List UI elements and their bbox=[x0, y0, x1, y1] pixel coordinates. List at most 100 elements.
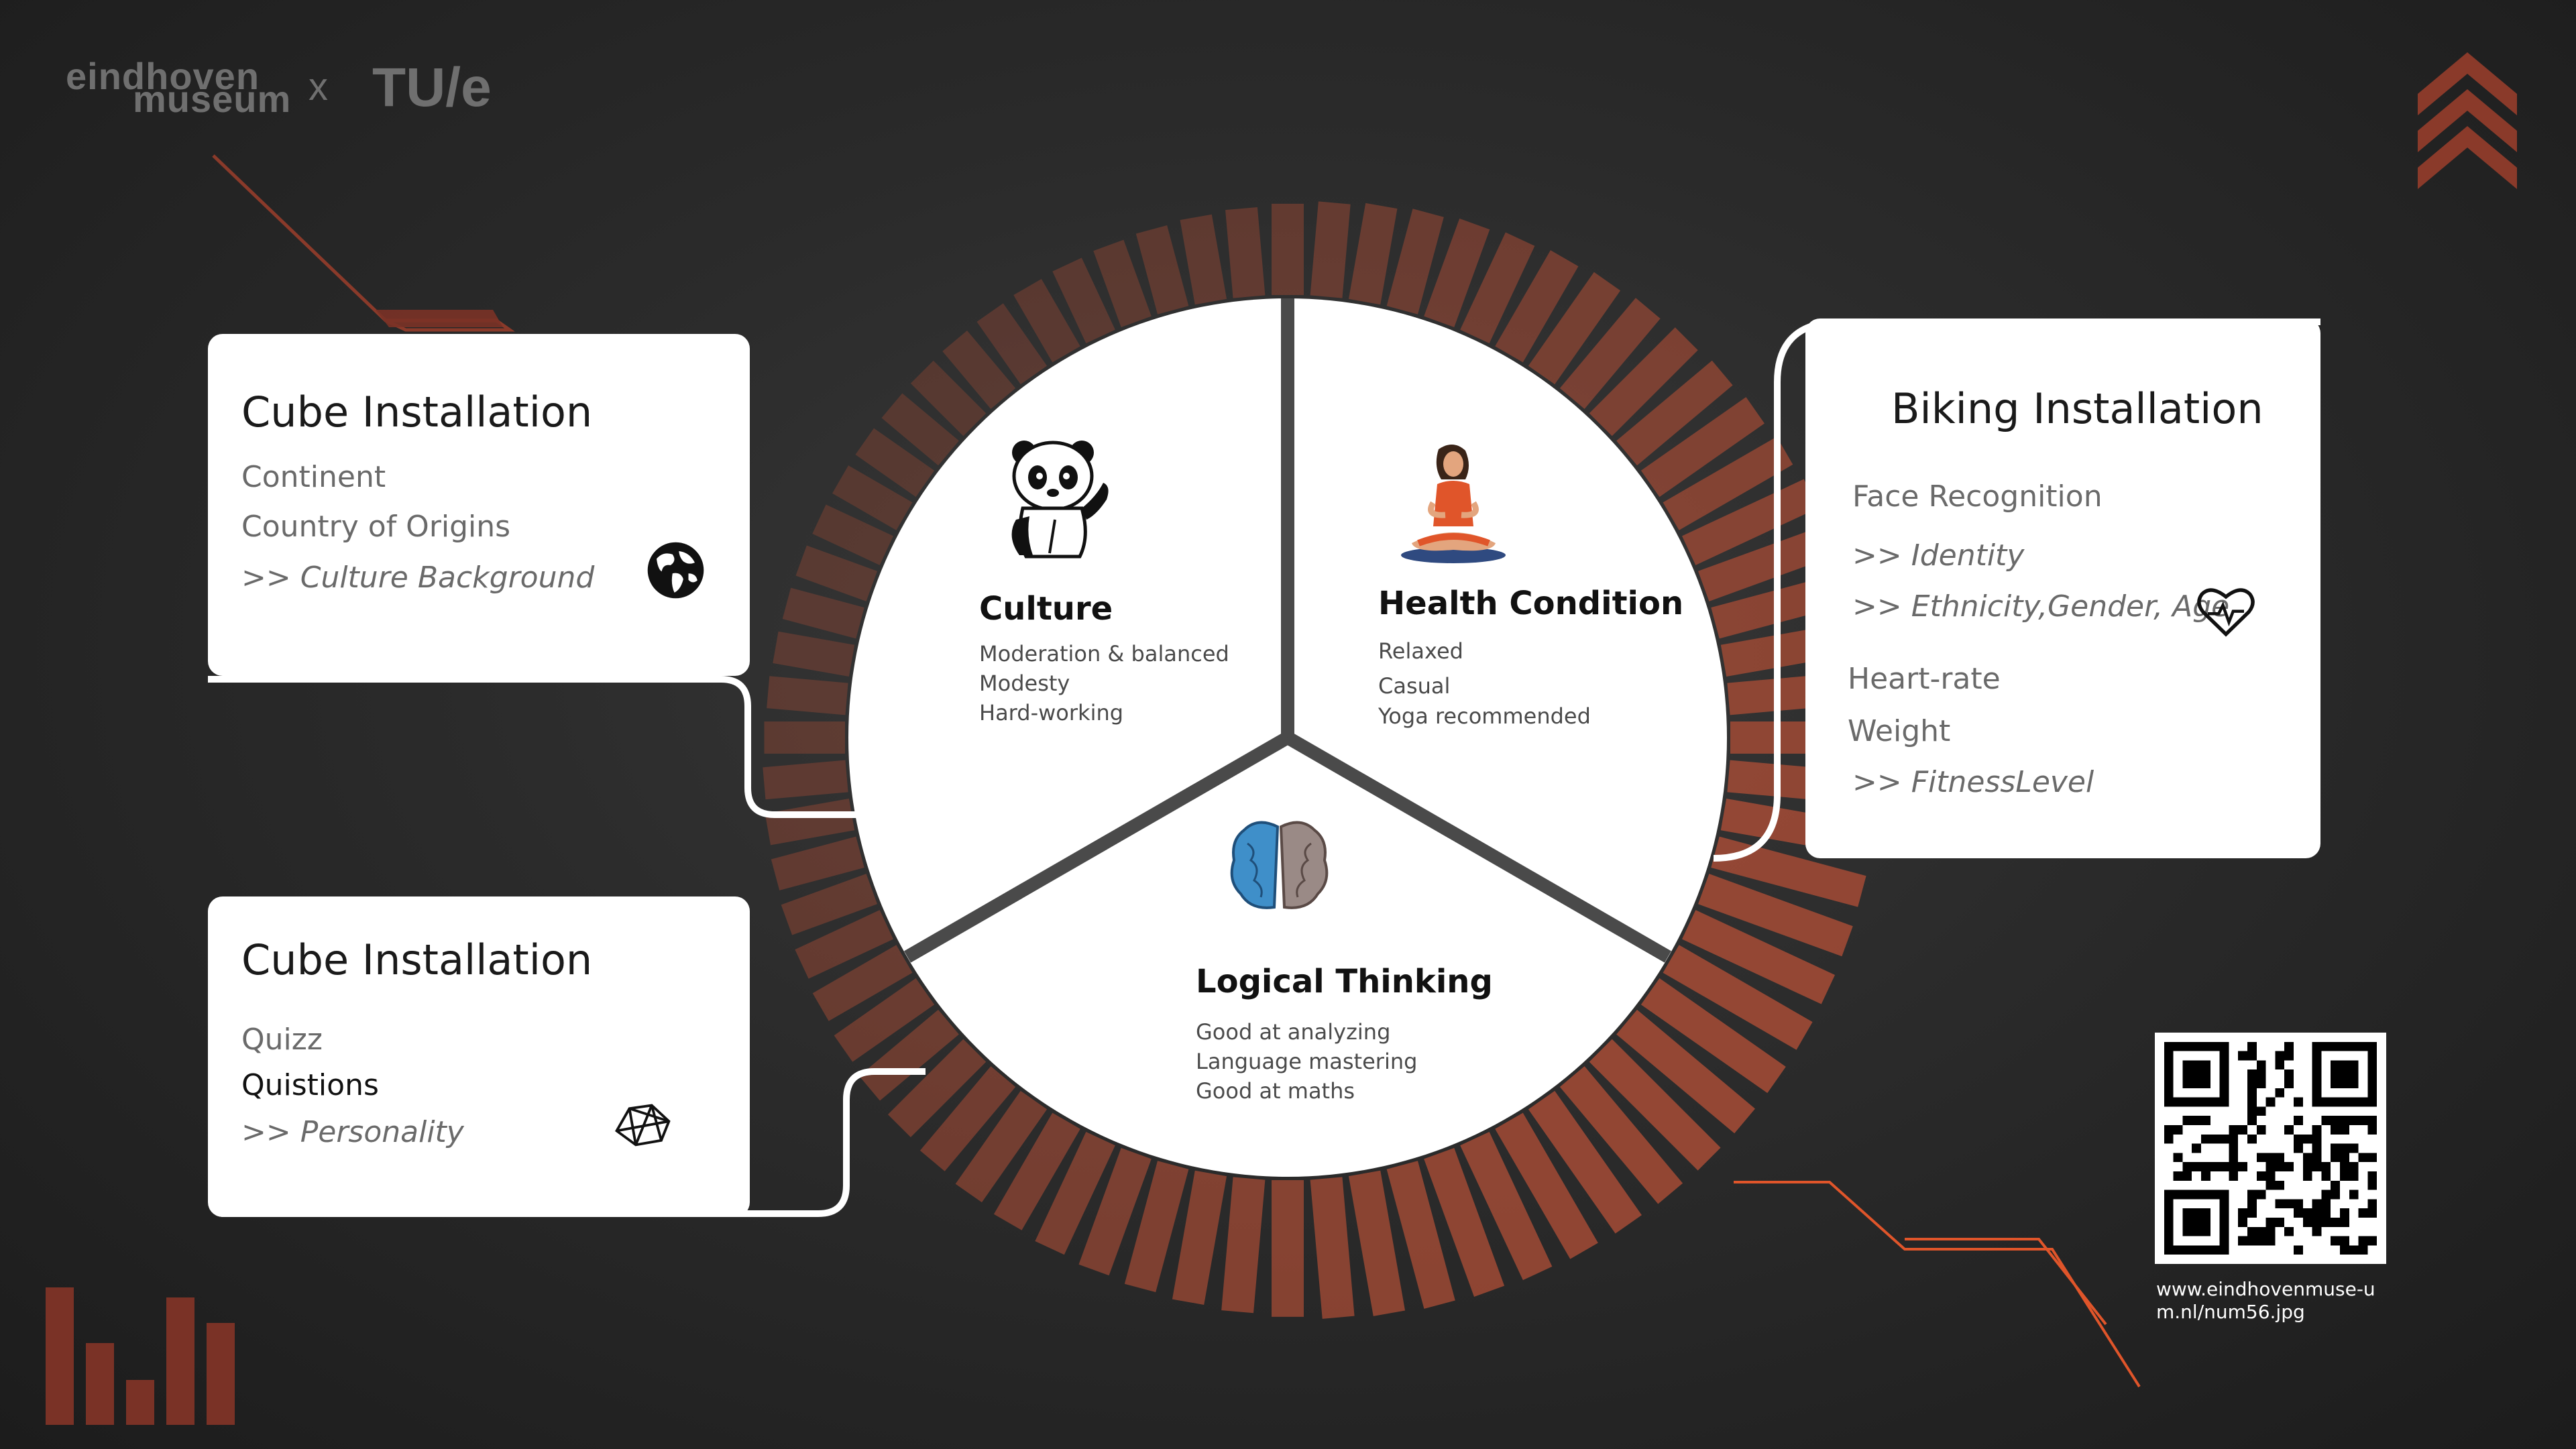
logo-line2: museum bbox=[133, 78, 292, 120]
radial-bar bbox=[1663, 945, 1813, 1050]
radial-bar bbox=[1460, 232, 1535, 343]
qr-caption: www.eindhovenmuse-um.nl/num56.jpg bbox=[2156, 1278, 2375, 1323]
radial-bar bbox=[1386, 209, 1444, 314]
card-item: Quizz bbox=[241, 1023, 323, 1057]
segment-line: Hard-working bbox=[979, 700, 1124, 726]
radial-bar bbox=[859, 1009, 959, 1101]
radial-bar bbox=[1124, 1161, 1189, 1293]
radial-bar bbox=[1495, 1112, 1598, 1259]
radial-bar bbox=[1348, 202, 1398, 305]
card-item: >> FitnessLevel bbox=[1852, 765, 2094, 799]
radial-bar bbox=[1460, 1132, 1553, 1281]
radial-bar bbox=[764, 721, 845, 754]
radial-bar bbox=[1052, 257, 1115, 343]
radial-bar bbox=[795, 910, 893, 979]
radial-bar bbox=[1272, 1180, 1304, 1317]
segment-line: Yoga recommended bbox=[1378, 703, 1591, 729]
card-item: Country of Origins bbox=[241, 510, 511, 544]
card-item: Face Recognition bbox=[1852, 479, 2103, 514]
radial-bar bbox=[763, 760, 848, 800]
card-item: Quistions bbox=[241, 1068, 379, 1102]
card-item: Weight bbox=[1848, 714, 1951, 748]
cube-installation-card-top: Cube Installation Continent Country of O… bbox=[208, 334, 750, 676]
radial-bar bbox=[1013, 279, 1080, 363]
radial-bar bbox=[1495, 250, 1579, 363]
brain-icon bbox=[1230, 821, 1329, 909]
circle-dividers bbox=[904, 298, 1671, 963]
card-item: >> Ethnicity,Gender, Age bbox=[1852, 589, 2230, 624]
radial-bar bbox=[919, 1066, 1016, 1171]
radial-bar bbox=[1559, 1066, 1683, 1204]
radial-bar bbox=[832, 465, 913, 530]
qr-code-icon[interactable] bbox=[2155, 1033, 2386, 1264]
radial-bar bbox=[881, 393, 959, 466]
segment-line: Good at maths bbox=[1196, 1078, 1355, 1104]
radial-bar bbox=[993, 1112, 1080, 1230]
segment-line: Relaxed bbox=[1378, 638, 1463, 664]
card-item: >> Culture Background bbox=[241, 561, 595, 595]
decor-line-bottom-right-2 bbox=[1905, 1238, 2107, 1326]
radial-bar bbox=[1697, 874, 1853, 957]
segment-line: Casual bbox=[1378, 673, 1451, 699]
radial-bar bbox=[1310, 1177, 1355, 1319]
decor-line-top-left bbox=[212, 154, 515, 332]
cube-installation-card-bottom: Cube Installation Quizz Quistions >> Per… bbox=[208, 896, 750, 1217]
radial-bar bbox=[855, 428, 935, 498]
radial-bar bbox=[1078, 1147, 1152, 1276]
radial-bar bbox=[1135, 225, 1189, 314]
radial-bar bbox=[795, 545, 878, 601]
yoga-person-icon bbox=[1401, 444, 1506, 563]
radial-bar bbox=[1348, 1170, 1406, 1316]
radial-bar bbox=[1093, 239, 1152, 328]
logo-separator: x bbox=[309, 65, 328, 109]
globe-icon bbox=[647, 542, 704, 599]
radial-bar bbox=[976, 303, 1048, 385]
radial-bar bbox=[1559, 298, 1661, 409]
radial-bar bbox=[1589, 1039, 1721, 1171]
radial-bar bbox=[1035, 1132, 1115, 1255]
network-mesh-icon bbox=[615, 1104, 671, 1147]
segment-line: Modesty bbox=[979, 671, 1070, 696]
heartbeat-icon bbox=[2197, 588, 2255, 637]
biking-installation-card: Biking Installation Face Recognition >> … bbox=[1805, 318, 2320, 858]
radial-bar bbox=[1424, 218, 1490, 328]
segment-title-health: Health Condition bbox=[1378, 585, 1684, 622]
segment-line: Language mastering bbox=[1196, 1049, 1418, 1074]
radial-bar bbox=[1225, 207, 1266, 298]
chevron-up-icon bbox=[2418, 52, 2517, 189]
radial-bar bbox=[1663, 437, 1793, 530]
radial-bar bbox=[910, 360, 987, 437]
radial-bar bbox=[1616, 1009, 1755, 1134]
partner-logo: TU/e bbox=[372, 57, 492, 118]
radial-bar bbox=[887, 1039, 987, 1138]
segment-line: Good at analyzing bbox=[1196, 1019, 1391, 1045]
radial-bar bbox=[1682, 479, 1818, 565]
radial-bar bbox=[1640, 397, 1765, 498]
radial-bar bbox=[955, 1090, 1048, 1203]
card-item: Continent bbox=[241, 460, 386, 494]
card-title: Cube Installation bbox=[241, 935, 593, 984]
radial-bar bbox=[834, 978, 935, 1062]
radial-bar bbox=[1386, 1161, 1455, 1309]
segment-title-culture: Culture bbox=[979, 590, 1113, 628]
radial-bar bbox=[1682, 910, 1836, 1004]
card-item: >> Identity bbox=[1852, 538, 2025, 573]
radial-bar bbox=[771, 836, 864, 890]
card-item: >> Personality bbox=[241, 1115, 464, 1149]
radial-bar bbox=[1310, 201, 1351, 298]
radial-bar bbox=[1180, 214, 1227, 305]
bar-graph-icon bbox=[46, 1287, 235, 1425]
radial-bar bbox=[1528, 1090, 1642, 1234]
panda-icon bbox=[1011, 441, 1109, 559]
radial-bar bbox=[773, 631, 855, 677]
radial-bar bbox=[812, 945, 913, 1021]
radial-bar bbox=[1424, 1147, 1505, 1297]
segment-title-logic: Logical Thinking bbox=[1196, 963, 1493, 1000]
radial-bar bbox=[767, 676, 848, 715]
decor-line-bottom-right bbox=[1734, 1181, 2141, 1388]
radial-bar bbox=[1272, 203, 1304, 295]
connector-top-left bbox=[208, 676, 865, 818]
radial-bar bbox=[812, 504, 893, 565]
radial-bar bbox=[1589, 327, 1698, 437]
radial-bar bbox=[1221, 1177, 1266, 1314]
